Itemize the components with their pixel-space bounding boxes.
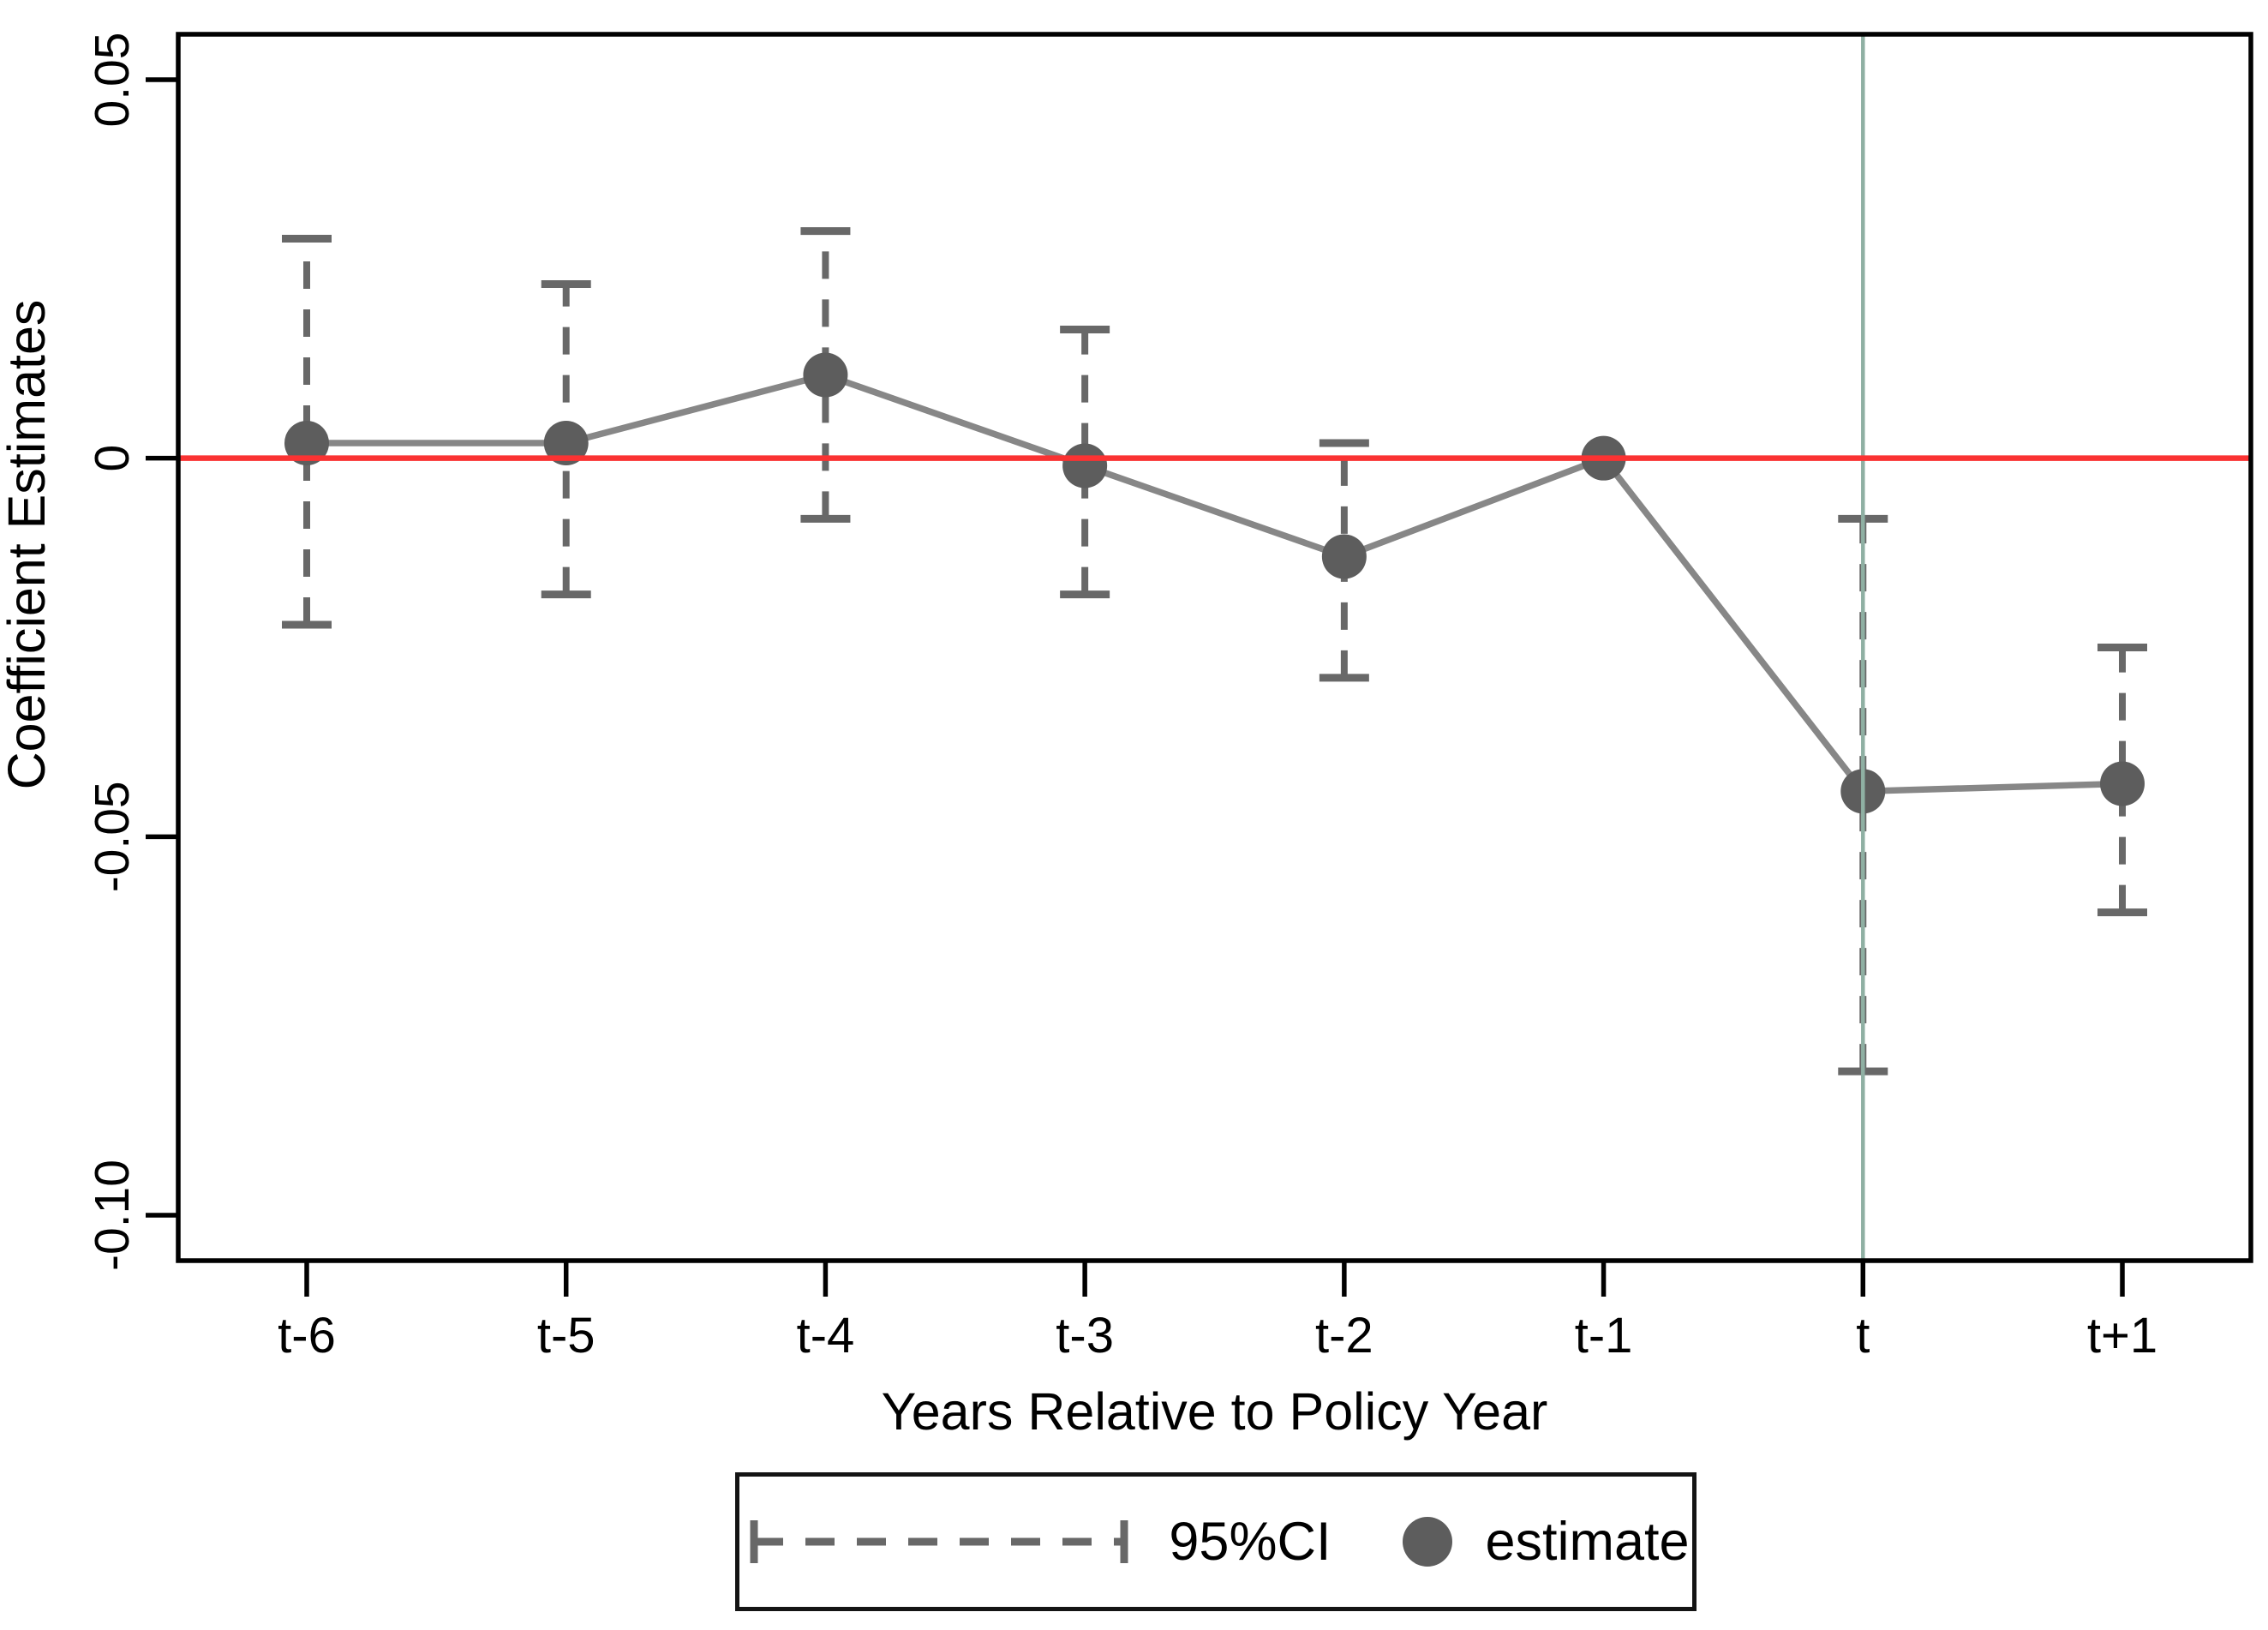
estimate-marker	[1321, 534, 1367, 579]
legend: 95%CI estimate	[735, 1472, 1697, 1611]
estimate-marker	[803, 352, 848, 398]
ci-legend-label: 95%CI	[1169, 1511, 1331, 1572]
y-tick-label: -0.05	[85, 781, 140, 892]
estimate-legend-dot-icon	[1403, 1517, 1453, 1567]
ci-legend-swatch	[750, 1520, 1128, 1563]
x-tick-label: t-5	[537, 1308, 595, 1363]
estimate-legend-label: estimate	[1485, 1511, 1690, 1572]
estimate-marker	[2100, 761, 2145, 806]
estimate-line	[307, 371, 2123, 795]
x-axis-title: Years Relative to Policy Year	[882, 1382, 1548, 1441]
x-tick-label: t	[1856, 1308, 1870, 1363]
x-tick-label: t-4	[797, 1308, 855, 1363]
x-tick-label: t-2	[1315, 1308, 1373, 1363]
estimate-marker	[284, 421, 329, 465]
x-tick-label: t-6	[278, 1308, 336, 1363]
x-tick-label: t+1	[2087, 1308, 2157, 1363]
y-tick-label: 0	[85, 445, 140, 472]
y-tick-label: 0.05	[85, 33, 140, 128]
x-tick-label: t-3	[1056, 1308, 1114, 1363]
x-tick-label: t-1	[1575, 1308, 1633, 1363]
y-tick-label: -0.10	[85, 1160, 140, 1271]
estimate-marker	[1062, 443, 1108, 488]
plot-border	[176, 32, 2253, 1263]
y-axis-title: Coefficient Estimates	[0, 300, 56, 790]
estimate-marker	[543, 421, 589, 465]
